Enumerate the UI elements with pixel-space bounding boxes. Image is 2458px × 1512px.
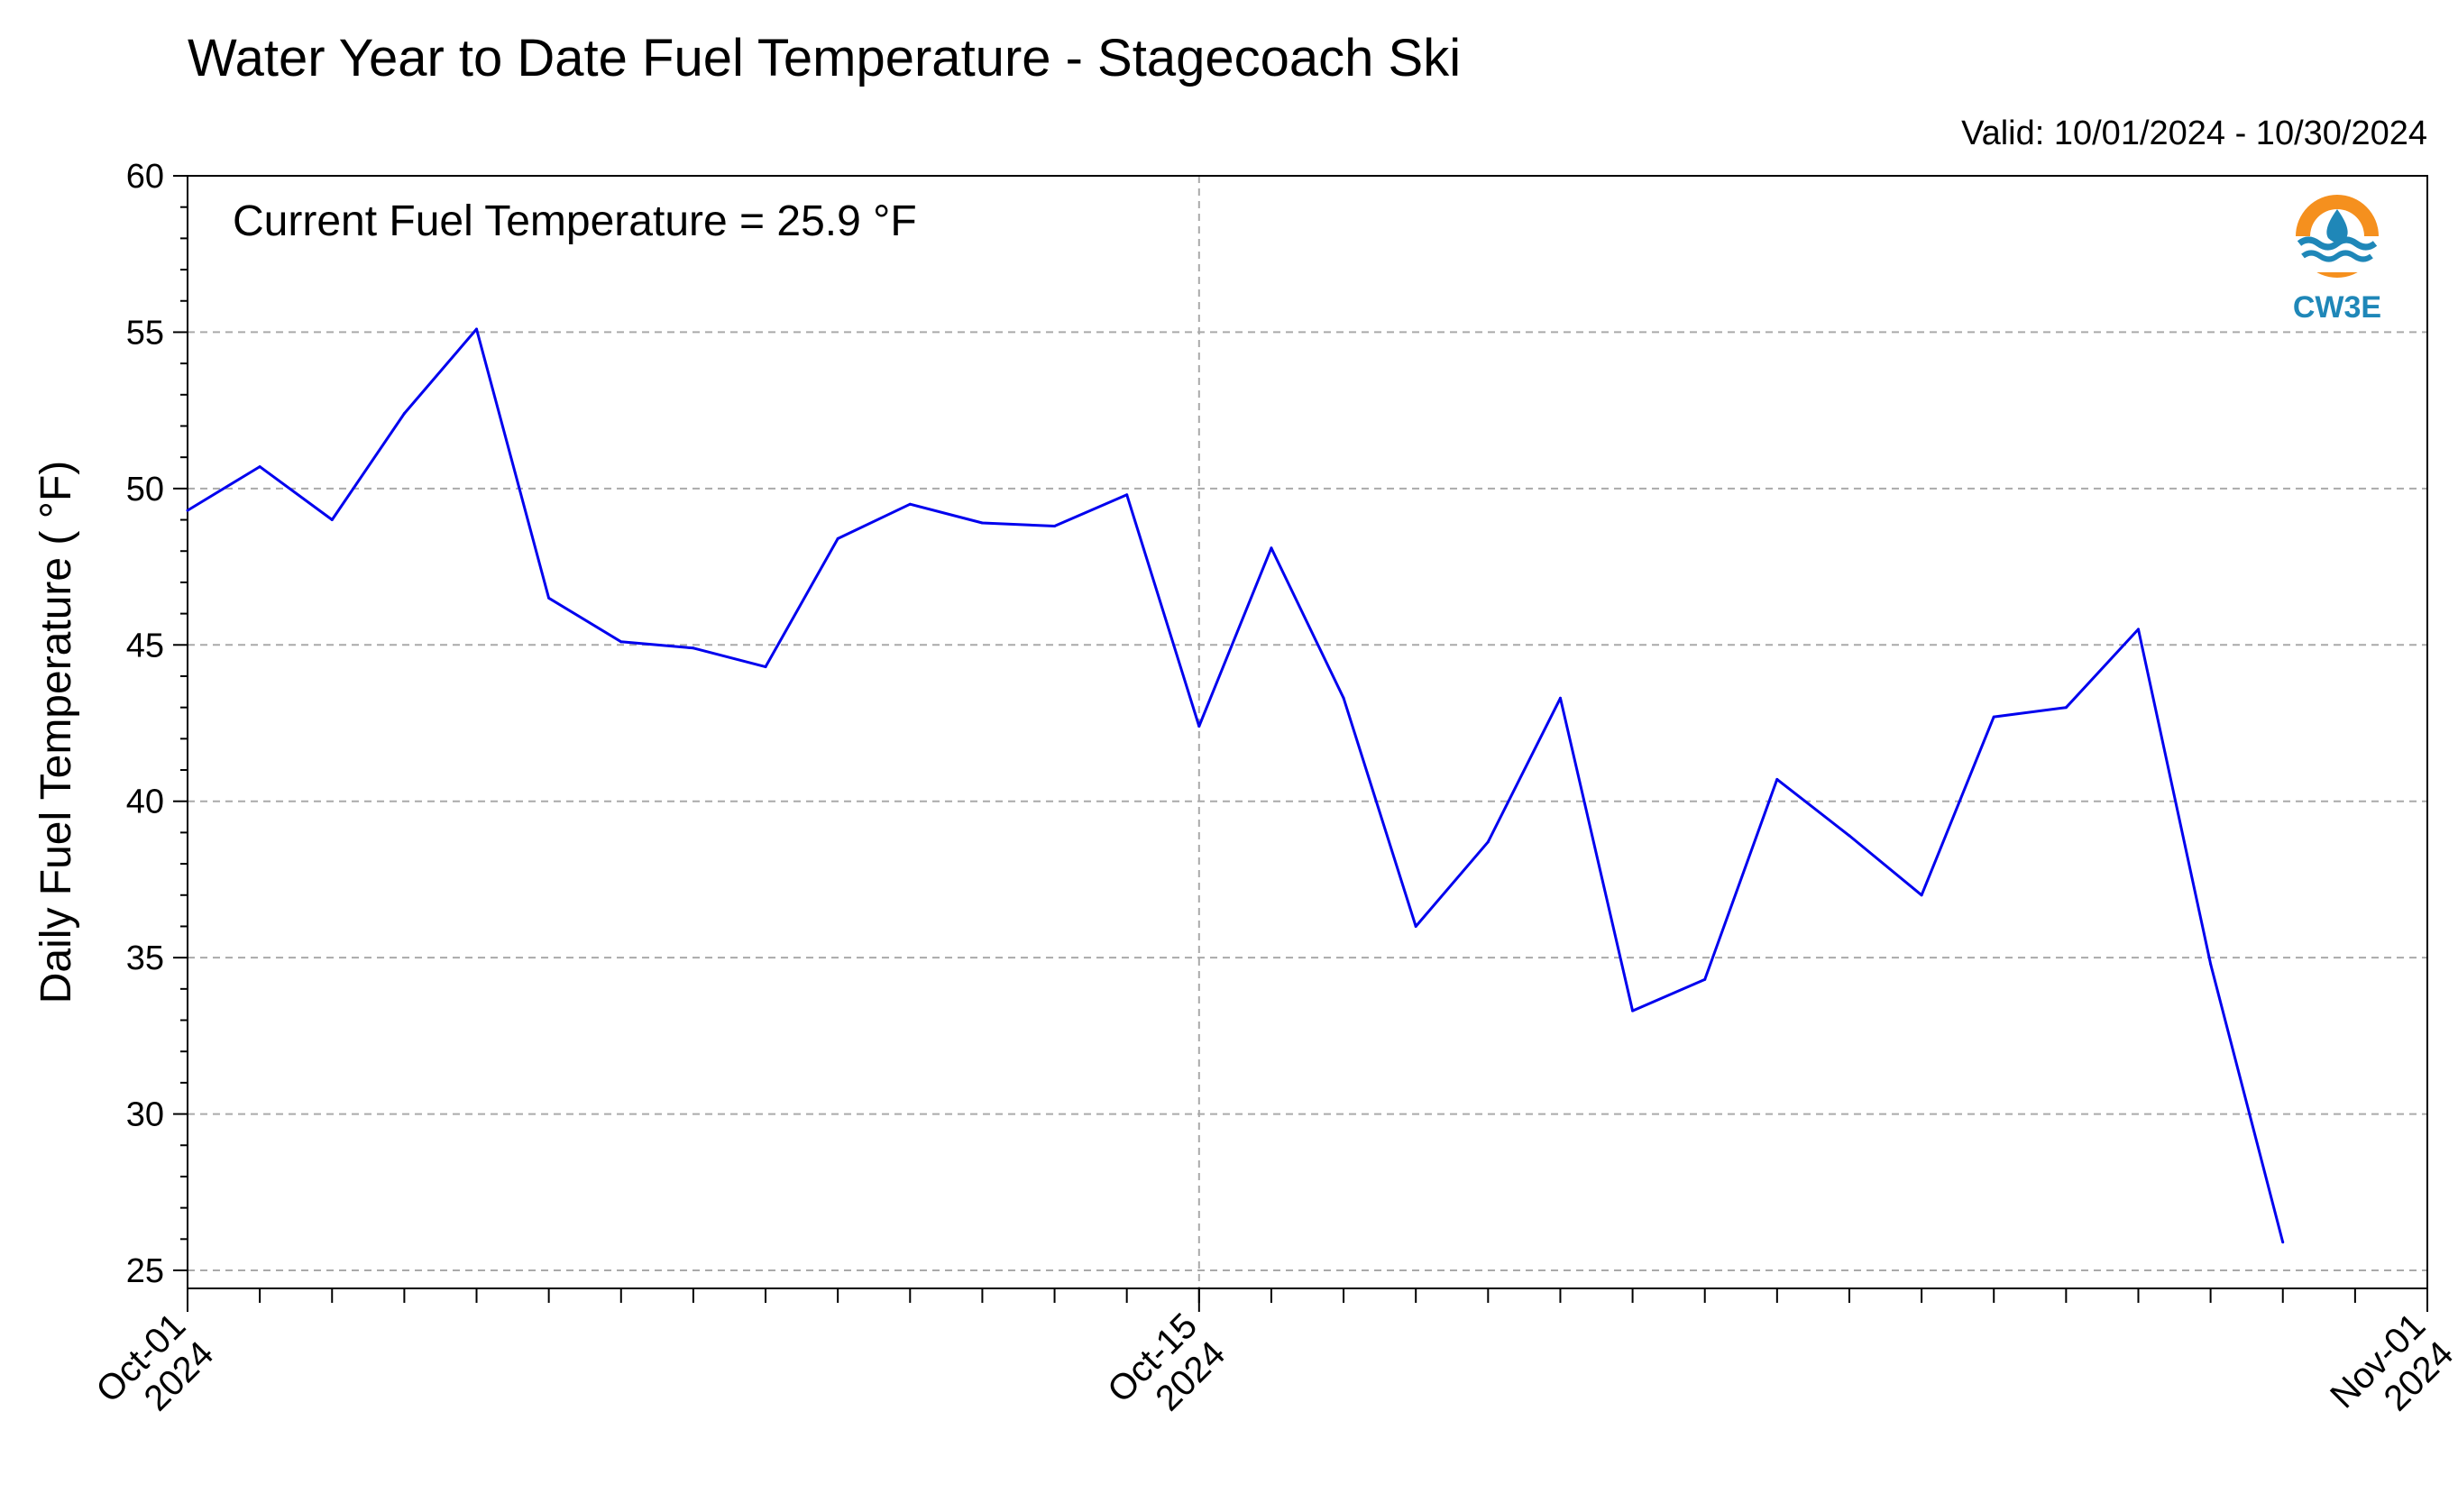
data-point (1197, 724, 1201, 728)
data-point (764, 665, 767, 669)
y-tick-label: 55 (126, 314, 164, 352)
y-axis-label: Daily Fuel Temperature ( °F) (32, 461, 80, 1003)
data-point (1775, 777, 1779, 781)
y-tick-label: 40 (126, 783, 164, 821)
data-point (1992, 715, 1995, 719)
data-point (1631, 1009, 1635, 1013)
data-point (1270, 546, 1273, 550)
data-point (908, 502, 912, 506)
data-point (1486, 840, 1490, 844)
data-point (619, 640, 623, 644)
chart-title: Water Year to Date Fuel Temperature - St… (188, 29, 1461, 87)
y-tick-label: 60 (126, 158, 164, 196)
data-point (692, 646, 695, 650)
y-tick-label: 30 (126, 1096, 164, 1134)
data-point (2209, 962, 2213, 966)
data-point (258, 465, 261, 469)
water-drop-icon (2326, 209, 2348, 243)
data-point (1703, 977, 1707, 981)
plot-frame (187, 175, 2428, 1289)
data-point (1342, 696, 1345, 700)
data-point (475, 327, 479, 331)
valid-range: Valid: 10/01/2024 - 10/30/2024 (1961, 115, 2427, 152)
y-tick-label: 45 (126, 627, 164, 664)
data-point (1558, 696, 1562, 700)
wave-icon (2297, 236, 2378, 251)
logo-text: CW3E (2293, 290, 2381, 325)
data-point (547, 596, 551, 600)
series-layer (186, 327, 2285, 1244)
grid-lines (187, 175, 2428, 1288)
data-point (186, 509, 189, 512)
y-tick-label: 50 (126, 471, 164, 509)
data-point (1125, 493, 1129, 497)
y-tick-label: 25 (126, 1252, 164, 1290)
data-point (2281, 1241, 2285, 1244)
data-point (2064, 706, 2068, 710)
current-temperature-annotation: Current Fuel Temperature = 25.9 °F (233, 197, 917, 245)
data-point (1053, 524, 1057, 527)
data-point (836, 536, 839, 540)
data-point (2136, 628, 2140, 631)
series-line (187, 327, 2285, 1243)
wave-icon-2 (2301, 250, 2373, 262)
data-point (1848, 834, 1851, 838)
cw3e-logo: CW3E (2293, 195, 2381, 325)
data-point (402, 412, 406, 416)
y-tick-label: 35 (126, 939, 164, 977)
data-point (1414, 924, 1417, 928)
data-point (980, 521, 984, 525)
data-point (1920, 893, 1923, 897)
data-point (330, 518, 334, 522)
